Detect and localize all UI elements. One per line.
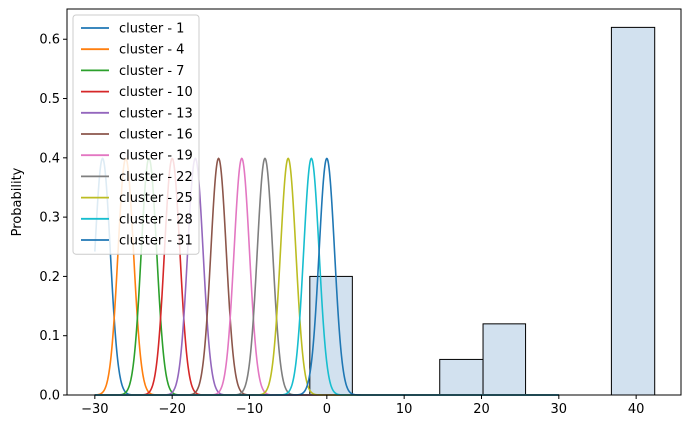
legend-label: cluster - 25 <box>119 191 193 206</box>
legend-box <box>72 14 200 255</box>
x-tick-label: −30 <box>81 402 108 417</box>
legend: cluster - 1 cluster - 4 cluster - 7 cluster… <box>72 14 200 255</box>
y-tick-label: 0.5 <box>39 92 60 107</box>
x-tick-label: 30 <box>551 402 568 417</box>
y-axis-label: Probability <box>10 167 25 236</box>
y-tick-label: 0.4 <box>39 151 60 166</box>
x-tick-label: 40 <box>628 402 645 417</box>
y-tick-label: 0.0 <box>39 389 60 404</box>
legend-label: cluster - 28 <box>119 212 193 227</box>
y-tick-label: 0.3 <box>39 211 60 226</box>
legend-label: cluster - 1 <box>119 22 184 37</box>
y-tick-label: 0.2 <box>39 270 60 285</box>
legend-label: cluster - 10 <box>119 85 193 100</box>
histogram-bar-4 <box>610 26 656 396</box>
y-tick-label: 0.6 <box>39 33 60 48</box>
x-tick-label: −20 <box>158 402 185 417</box>
legend-label: cluster - 4 <box>119 43 184 58</box>
legend-label: cluster - 22 <box>119 170 193 185</box>
legend-label: cluster - 13 <box>119 106 193 121</box>
x-tick-label: 10 <box>396 402 413 417</box>
histogram-bars <box>309 26 656 396</box>
legend-label: cluster - 7 <box>119 64 184 79</box>
legend-label: cluster - 19 <box>119 149 193 164</box>
x-axis-ticks: −30 −20 −10 0 10 20 30 40 <box>81 395 644 417</box>
histogram-bar-3 <box>482 323 527 396</box>
histogram-bar-2 <box>439 358 484 396</box>
x-tick-label: −10 <box>236 402 263 417</box>
x-tick-label: 20 <box>473 402 490 417</box>
y-axis-ticks: 0.0 0.1 0.2 0.3 0.4 0.5 0.6 <box>39 33 67 404</box>
y-tick-label: 0.1 <box>39 329 60 344</box>
plot-frame <box>66 8 682 396</box>
x-tick-label: 0 <box>323 402 331 417</box>
legend-label: cluster - 31 <box>119 234 193 249</box>
legend-label: cluster - 16 <box>119 128 193 143</box>
